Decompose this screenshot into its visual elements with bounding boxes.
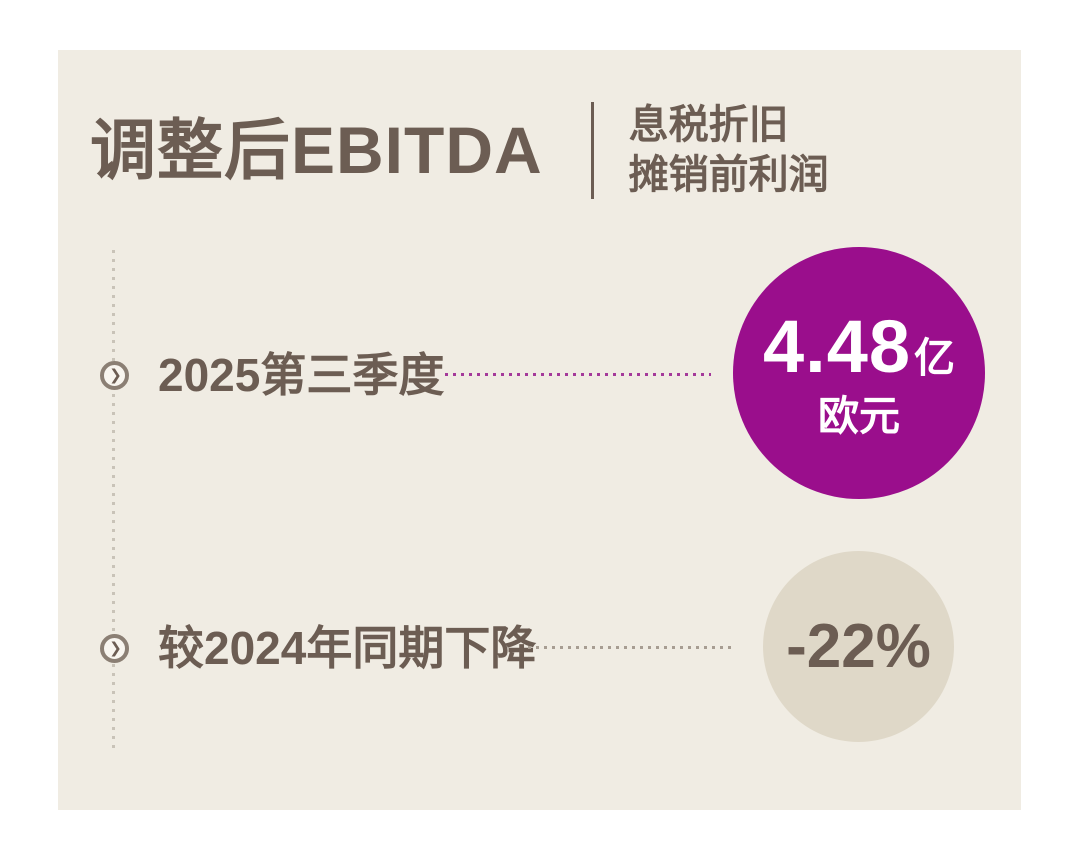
leader-line-gray — [528, 646, 732, 649]
timeline-dotted-line — [112, 250, 115, 753]
chevron-circle-icon: ❯ — [100, 361, 129, 390]
value-line: 4.48 亿 — [762, 304, 956, 388]
chevron-right-icon: ❯ — [109, 367, 122, 384]
value-circle-ebitda: 4.48 亿 欧元 — [733, 247, 985, 499]
change-circle: -22% — [763, 551, 954, 742]
value-unit: 亿 — [914, 334, 956, 381]
value-main: 4.48 — [762, 304, 912, 388]
chevron-circle-icon: ❯ — [100, 634, 129, 663]
infographic-card: 调整后EBITDA 息税折旧 摊销前利润 ❯ 2025第三季度 4.48 亿 欧… — [58, 50, 1021, 810]
change-value: -22% — [786, 611, 931, 681]
subtitle: 息税折旧 摊销前利润 — [629, 100, 829, 200]
subtitle-line1: 息税折旧 — [628, 103, 789, 147]
row-label-q3-2025: 2025第三季度 — [158, 349, 445, 401]
page-title: 调整后EBITDA — [90, 113, 543, 187]
chevron-right-icon: ❯ — [109, 640, 122, 657]
row-label-yoy-change: 较2024年同期下降 — [158, 622, 537, 674]
header: 调整后EBITDA 息税折旧 摊销前利润 — [90, 100, 829, 200]
value-currency: 欧元 — [818, 392, 900, 439]
subtitle-line2: 摊销前利润 — [628, 153, 829, 197]
leader-line-purple — [445, 373, 711, 376]
title-divider — [590, 101, 594, 199]
